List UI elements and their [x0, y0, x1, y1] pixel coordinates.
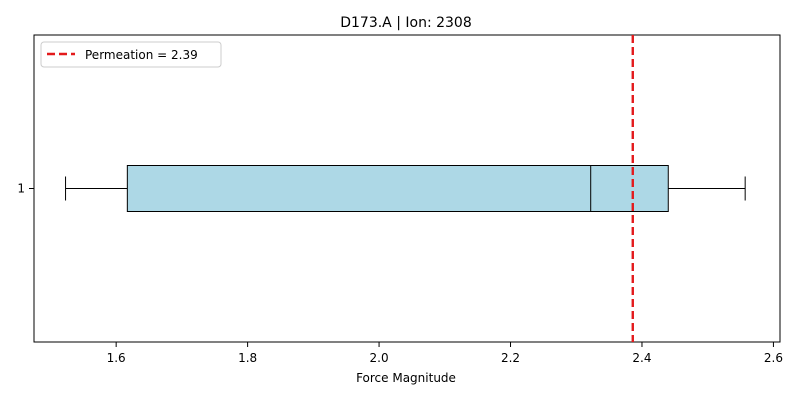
x-axis: 1.6 1.8 2.0 2.2 2.4 2.6 — [107, 342, 783, 365]
x-tick-label: 2.0 — [370, 351, 389, 365]
legend-label-permeation: Permeation = 2.39 — [85, 48, 198, 62]
x-axis-label: Force Magnitude — [356, 371, 456, 385]
box-1 — [65, 165, 746, 212]
legend: Permeation = 2.39 — [40, 41, 222, 68]
x-tick-label: 2.4 — [632, 351, 651, 365]
y-tick-label: 1 — [17, 182, 25, 196]
x-tick-label: 1.8 — [238, 351, 257, 365]
legend-box — [40, 41, 222, 68]
boxplot-group — [65, 165, 746, 212]
x-tick-label: 2.6 — [764, 351, 783, 365]
iqr-box — [126, 165, 669, 212]
chart-title: D173.A | Ion: 2308 — [340, 15, 472, 31]
x-tick-label: 2.2 — [501, 351, 520, 365]
y-axis: 1 — [17, 182, 34, 196]
x-tick-label: 1.6 — [107, 351, 126, 365]
